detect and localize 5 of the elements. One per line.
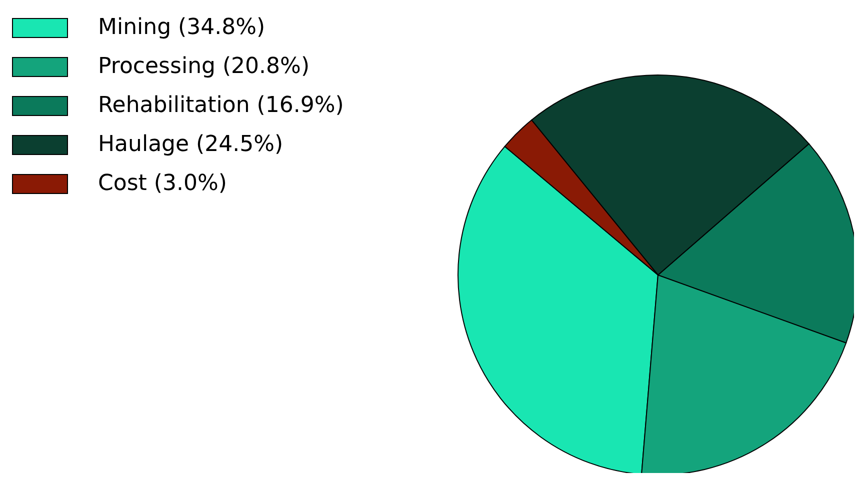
legend-label: Processing (20.8%) — [98, 53, 310, 81]
legend-label: Mining (34.8%) — [98, 14, 266, 42]
legend-label: Haulage (24.5%) — [98, 131, 284, 159]
legend-label: Cost (3.0%) — [98, 170, 227, 198]
legend-label: Rehabilitation (16.9%) — [98, 92, 344, 120]
